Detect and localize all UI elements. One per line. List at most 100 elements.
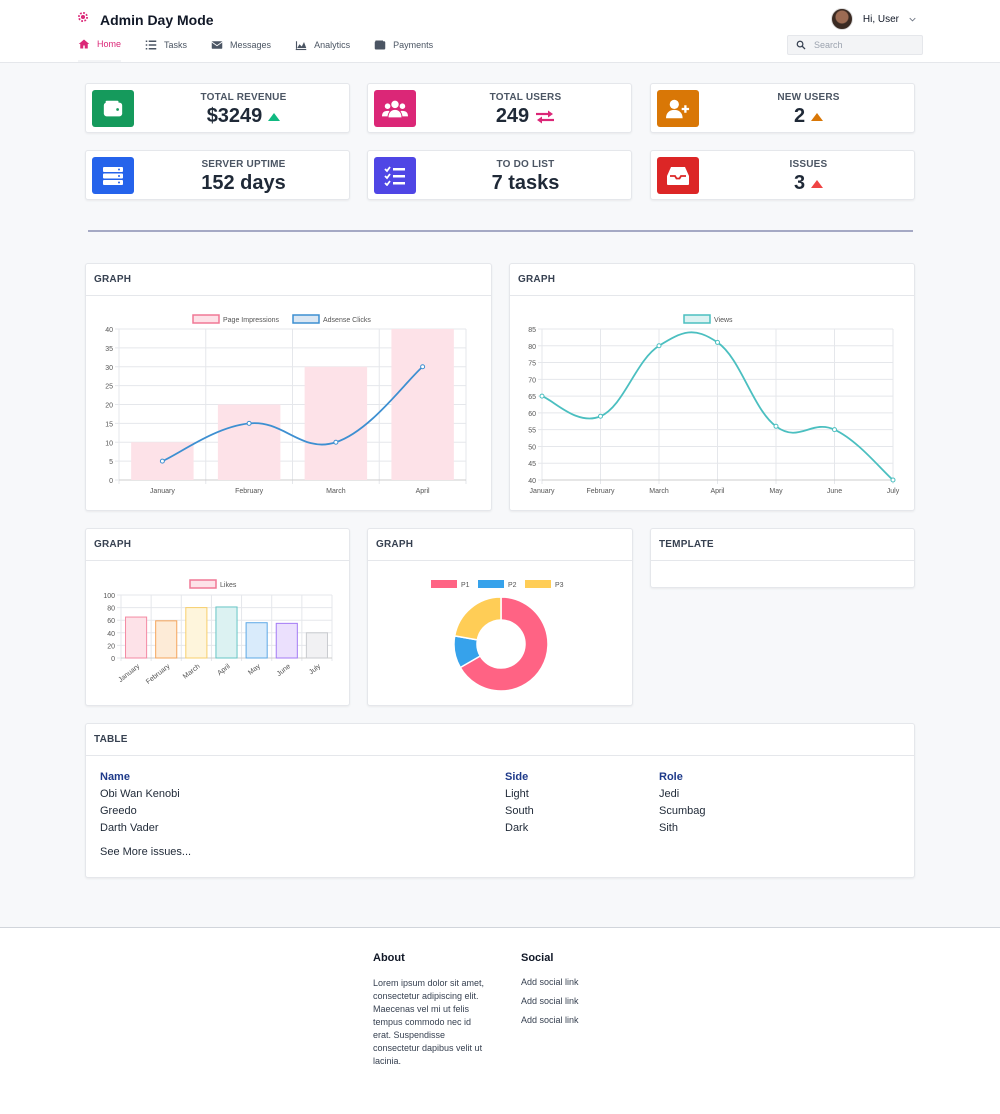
point-views (773, 423, 779, 429)
point-views (832, 427, 837, 433)
top-navbar: Admin Day Mode Hi, User Home Tasks Messa… (0, 0, 1000, 63)
nav-item-messages[interactable]: Messages (211, 38, 271, 62)
table-cell: Sith (659, 822, 678, 834)
stat-label: SERVER UPTIME (201, 159, 286, 170)
section-divider (88, 230, 913, 232)
server-icon (103, 166, 123, 185)
y-tick-label: 30 (105, 365, 113, 372)
template-panel: TEMPLATE (650, 528, 915, 588)
point-views (656, 343, 662, 349)
user-plus-icon (666, 99, 690, 118)
point-adsense-clicks (333, 439, 339, 445)
stat-label: TOTAL REVENUE (200, 92, 287, 103)
search-box[interactable]: Search (787, 35, 923, 55)
stat-card-server-uptime: SERVER UPTIME 152 days (85, 150, 350, 200)
bar-chart: Likes 0 20 40 60 80 100 January February March Apr… (103, 579, 333, 686)
stat-label: TO DO LIST (496, 159, 555, 170)
slice-p1 (459, 596, 549, 692)
search-input[interactable]: Search (814, 40, 843, 50)
point-adsense-clicks (159, 458, 165, 464)
stat-icon-box (92, 157, 134, 194)
panel-title: GRAPH (86, 529, 349, 561)
legend-swatch-p3 (525, 580, 551, 588)
exchange-icon (536, 110, 555, 123)
x-tick-label: February (235, 488, 264, 495)
legend-adsense-clicks-swatch (292, 314, 320, 324)
legend-views-swatch (683, 314, 711, 324)
nav-item-label: Analytics (314, 40, 351, 50)
stat-label: NEW USERS (777, 92, 840, 103)
stat-value-row: 2 (703, 105, 914, 128)
y-tick-label: 50 (528, 444, 536, 451)
users-icon (382, 100, 408, 117)
chart-icon (295, 41, 307, 51)
stat-value: 2 (793, 105, 806, 127)
gear-logo-icon (76, 10, 90, 29)
nav-item-home[interactable]: Home (78, 38, 122, 62)
footer-about-text: Lorem ipsum dolor sit amet, consectetur … (373, 978, 485, 1066)
footer-social-link[interactable]: Add social link (521, 977, 579, 987)
user-menu[interactable]: Hi, User (830, 8, 916, 30)
stat-value-row: 3 (703, 172, 914, 195)
x-tick-label: March (649, 488, 669, 495)
stat-icon-box (92, 90, 134, 127)
table-header: Side (505, 771, 529, 783)
envelope-icon (211, 41, 223, 49)
x-tick-label: February (145, 663, 172, 686)
y-tick-label: 100 (103, 593, 115, 600)
bar-page-impressions (391, 329, 454, 480)
y-tick-label: 60 (528, 411, 536, 418)
stat-icon-box (657, 157, 699, 194)
y-tick-label: 70 (528, 377, 536, 384)
x-tick-label: February (586, 488, 615, 495)
bar-likes (185, 607, 208, 659)
table-column-side: Side Light South Dark (505, 771, 645, 839)
user-greeting: Hi, User (862, 13, 899, 25)
nav-item-label: Tasks (164, 40, 188, 50)
x-tick-label: May (769, 488, 783, 495)
x-tick-label: April (216, 663, 232, 677)
legend-likes-swatch (189, 579, 217, 589)
table-cell: Dark (505, 822, 529, 834)
caret-up-icon (811, 112, 824, 121)
stat-value-row: 7 tasks (420, 172, 631, 195)
bar-page-impressions (304, 366, 368, 480)
x-tick-label: March (182, 663, 202, 681)
point-views (598, 413, 603, 419)
footer-about-title: About (373, 952, 405, 964)
y-tick-label: 20 (105, 403, 113, 410)
nav-item-tasks[interactable]: Tasks (145, 38, 187, 62)
main-nav: Home Tasks Messages Analytics Payments (78, 38, 433, 62)
stat-label: ISSUES (789, 159, 828, 170)
avatar[interactable] (830, 8, 853, 30)
legend-page-impressions-label: Page Impressions (223, 317, 280, 324)
y-tick-label: 75 (528, 361, 536, 368)
footer-social-link[interactable]: Add social link (521, 996, 579, 1006)
nav-item-analytics[interactable]: Analytics (295, 38, 350, 62)
stat-icon-box (657, 90, 699, 127)
y-tick-label: 5 (109, 459, 113, 466)
point-views (715, 339, 720, 345)
y-tick-label: 55 (528, 428, 536, 435)
footer-social-link[interactable]: Add social link (521, 1015, 579, 1025)
y-tick-label: 0 (109, 478, 113, 485)
legend-adsense-clicks-label: Adsense Clicks (323, 317, 371, 324)
graph-panel-3: GRAPH Likes 0 20 40 60 80 100 January February Ma… (85, 528, 350, 706)
brand[interactable]: Admin Day Mode (76, 10, 214, 29)
slice-p3 (453, 596, 502, 641)
checklist-icon (384, 165, 405, 186)
donut-chart: P1 P2 P3 (431, 580, 564, 692)
search-icon (796, 40, 806, 50)
x-tick-label: May (247, 663, 262, 677)
table-header: Role (659, 771, 683, 783)
stat-value-row: 249 (420, 105, 631, 128)
table-header: Name (100, 771, 130, 783)
see-more-link[interactable]: See More issues... (100, 846, 192, 858)
table-column-name: Name Obi Wan Kenobi Greedo Darth Vader (100, 771, 480, 839)
app-title: Admin Day Mode (100, 11, 214, 28)
y-tick-label: 15 (105, 421, 113, 428)
graph-panel-4: GRAPH P1 P2 P3 (367, 528, 633, 706)
inbox-icon (667, 166, 689, 185)
point-adsense-clicks (420, 364, 426, 370)
nav-item-payments[interactable]: Payments (374, 38, 433, 62)
